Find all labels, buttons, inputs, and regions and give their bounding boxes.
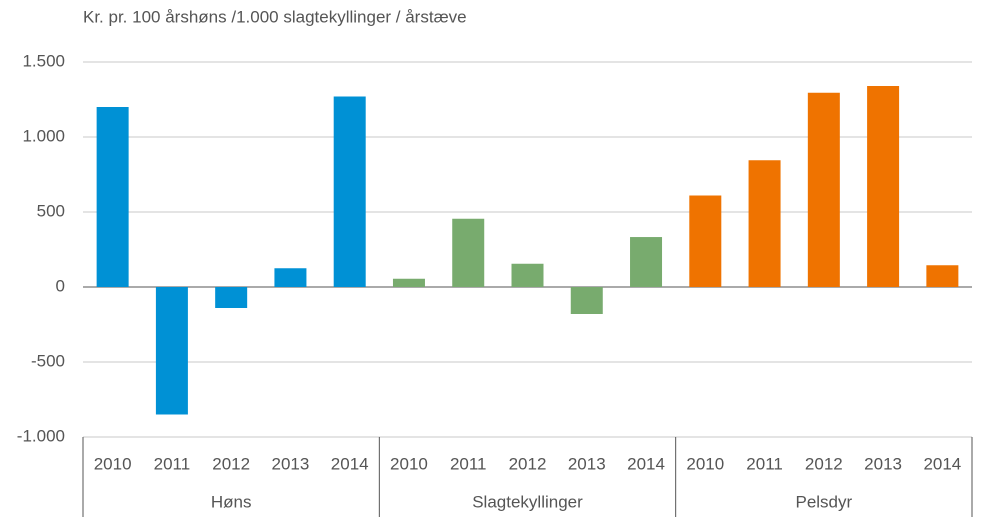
bar [689, 195, 722, 287]
x-tick-label: 2011 [746, 454, 783, 473]
x-tick-label: 2013 [568, 454, 606, 473]
bar [630, 237, 663, 287]
axis-title: Kr. pr. 100 årshøns /1.000 slagtekylling… [83, 7, 467, 26]
x-tick-label: 2012 [509, 454, 547, 473]
x-tick-label: 2010 [390, 454, 428, 473]
bar [452, 218, 485, 287]
x-tick-label: 2011 [450, 454, 487, 473]
x-tick-label: 2010 [686, 454, 724, 473]
x-tick-label: 2012 [212, 454, 250, 473]
x-tick-label: 2013 [272, 454, 310, 473]
y-tick-label: 0 [56, 276, 65, 295]
x-tick-label: 2013 [864, 454, 902, 473]
x-tick-label: 2014 [627, 454, 665, 473]
y-tick-label: -1.000 [17, 426, 65, 445]
bar [570, 287, 603, 314]
bar [333, 96, 366, 287]
x-tick-label: 2011 [154, 454, 191, 473]
x-tick-label: 2010 [94, 454, 132, 473]
bar [748, 160, 781, 287]
x-tick-label: 2014 [331, 454, 369, 473]
bar [274, 268, 307, 287]
bar [215, 287, 248, 308]
y-tick-label: 1.000 [22, 126, 65, 145]
bar [155, 287, 188, 415]
y-tick-label: 1.500 [22, 51, 65, 70]
y-tick-label: 500 [37, 201, 65, 220]
x-tick-label: 2014 [923, 454, 961, 473]
bar [96, 107, 129, 287]
bar [807, 92, 840, 287]
group-label: Pelsdyr [795, 492, 852, 511]
bar [511, 263, 544, 287]
bar [926, 265, 959, 287]
y-tick-label: -500 [31, 351, 65, 370]
bar [392, 278, 425, 287]
group-label: Høns [211, 492, 252, 511]
x-tick-label: 2012 [805, 454, 843, 473]
group-label: Slagtekyllinger [472, 492, 583, 511]
bar [867, 86, 900, 287]
